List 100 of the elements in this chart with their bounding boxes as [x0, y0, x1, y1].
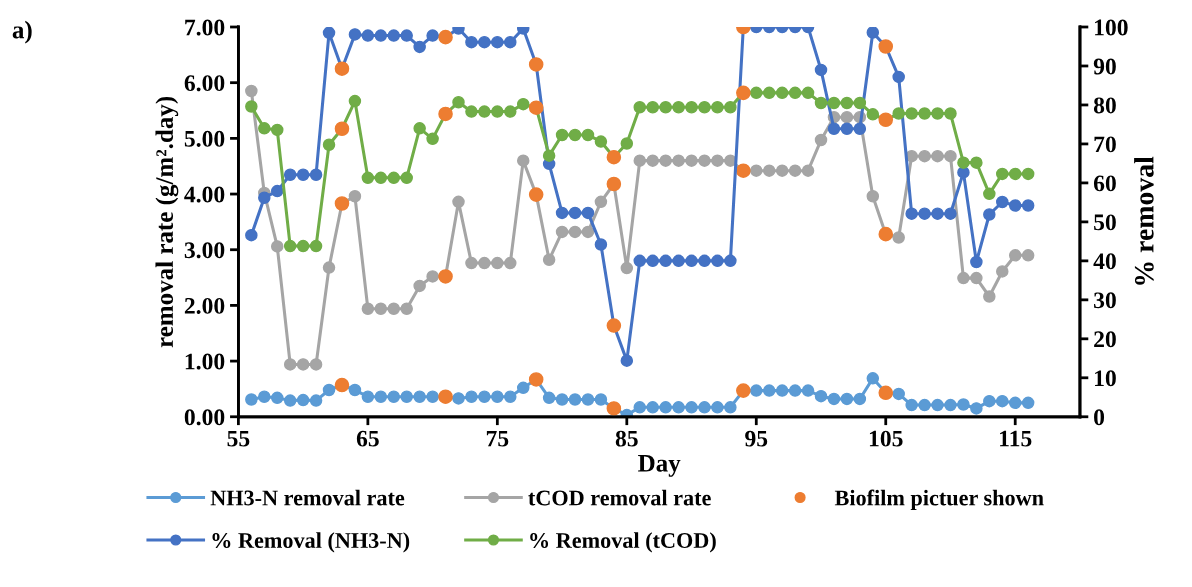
point: [750, 164, 763, 177]
point: [866, 190, 880, 203]
point: [296, 358, 310, 371]
y2-tick-label: 40: [1093, 253, 1116, 270]
point: [944, 107, 957, 120]
point: [1021, 249, 1035, 262]
point: [322, 261, 336, 274]
point: [322, 383, 336, 397]
legend-label: NH3-N removal rate: [210, 489, 405, 506]
point: [568, 206, 582, 220]
point: [478, 256, 491, 270]
point: [801, 164, 815, 177]
point: [685, 154, 698, 167]
point: [309, 394, 323, 407]
point: [827, 392, 841, 406]
point: [426, 390, 439, 403]
point: [542, 253, 556, 266]
point: [685, 401, 698, 414]
point: [724, 101, 737, 114]
point: [724, 254, 737, 268]
point: [581, 225, 595, 239]
point: [296, 239, 310, 253]
point: [478, 105, 491, 118]
point: [296, 168, 310, 181]
point: [387, 171, 401, 185]
point: [516, 381, 530, 395]
point: [581, 393, 595, 406]
point: [762, 164, 776, 177]
x-tick-label: 55: [227, 430, 250, 447]
point: [322, 138, 336, 151]
point: [361, 390, 375, 403]
point: [698, 254, 711, 268]
point: [491, 35, 504, 49]
point: [788, 164, 802, 177]
point: [258, 191, 271, 204]
x-tick-label: 85: [615, 430, 638, 447]
point: [646, 154, 659, 167]
point: [866, 372, 880, 385]
point: [633, 154, 647, 167]
x-tick-label: 65: [356, 430, 379, 447]
legend-label: tCOD removal rate: [528, 489, 711, 506]
legend-label: % Removal (NH3-N): [212, 532, 410, 553]
point: [659, 401, 672, 414]
point: [245, 393, 258, 406]
x-tick-label: 105: [869, 430, 903, 447]
point: [504, 105, 517, 118]
point: [853, 96, 867, 110]
legend-label: Biofilm pictuer shown: [834, 489, 1044, 510]
y2-tick-label: 10: [1095, 370, 1116, 387]
y-tick-label: 7.00: [185, 19, 225, 36]
point: [283, 394, 297, 407]
point: [542, 149, 556, 162]
point: [711, 254, 724, 268]
point: [620, 137, 634, 150]
point: [659, 154, 672, 167]
point: [400, 390, 413, 403]
point: [711, 154, 724, 167]
point: [775, 86, 789, 100]
point: [659, 101, 672, 114]
point: [542, 391, 556, 405]
point: [309, 358, 323, 371]
point: [685, 101, 698, 114]
point: [478, 390, 491, 403]
point: [866, 27, 880, 39]
text: a): [12, 20, 32, 44]
point: [892, 387, 905, 401]
point: [788, 86, 802, 100]
point: [685, 254, 698, 268]
point: [724, 401, 737, 414]
point: [283, 358, 297, 371]
point: [413, 40, 426, 54]
point: [944, 207, 957, 220]
point: [892, 107, 905, 120]
point: [750, 86, 763, 100]
point: [905, 398, 918, 412]
point: [426, 132, 439, 146]
point: [762, 86, 776, 100]
point: [426, 270, 439, 283]
point: [970, 255, 983, 269]
x-tick-label: 115: [1000, 430, 1032, 447]
point: [452, 95, 465, 109]
point: [1021, 167, 1035, 181]
point: [931, 149, 944, 163]
point: [478, 35, 491, 49]
y-tick-label: 0.00: [184, 409, 225, 426]
point: [931, 398, 944, 412]
point: [296, 393, 310, 407]
point: [970, 156, 983, 169]
point: [465, 105, 478, 118]
y-tick-label: 3.00: [184, 242, 225, 259]
point: [594, 393, 608, 406]
point: [555, 128, 569, 142]
point: [827, 122, 841, 135]
point: [711, 401, 724, 414]
point: [996, 167, 1009, 181]
point: [413, 279, 426, 293]
point: [840, 122, 854, 135]
y2-tick-label: 20: [1094, 331, 1116, 348]
point: [944, 149, 957, 163]
point: [633, 401, 647, 414]
